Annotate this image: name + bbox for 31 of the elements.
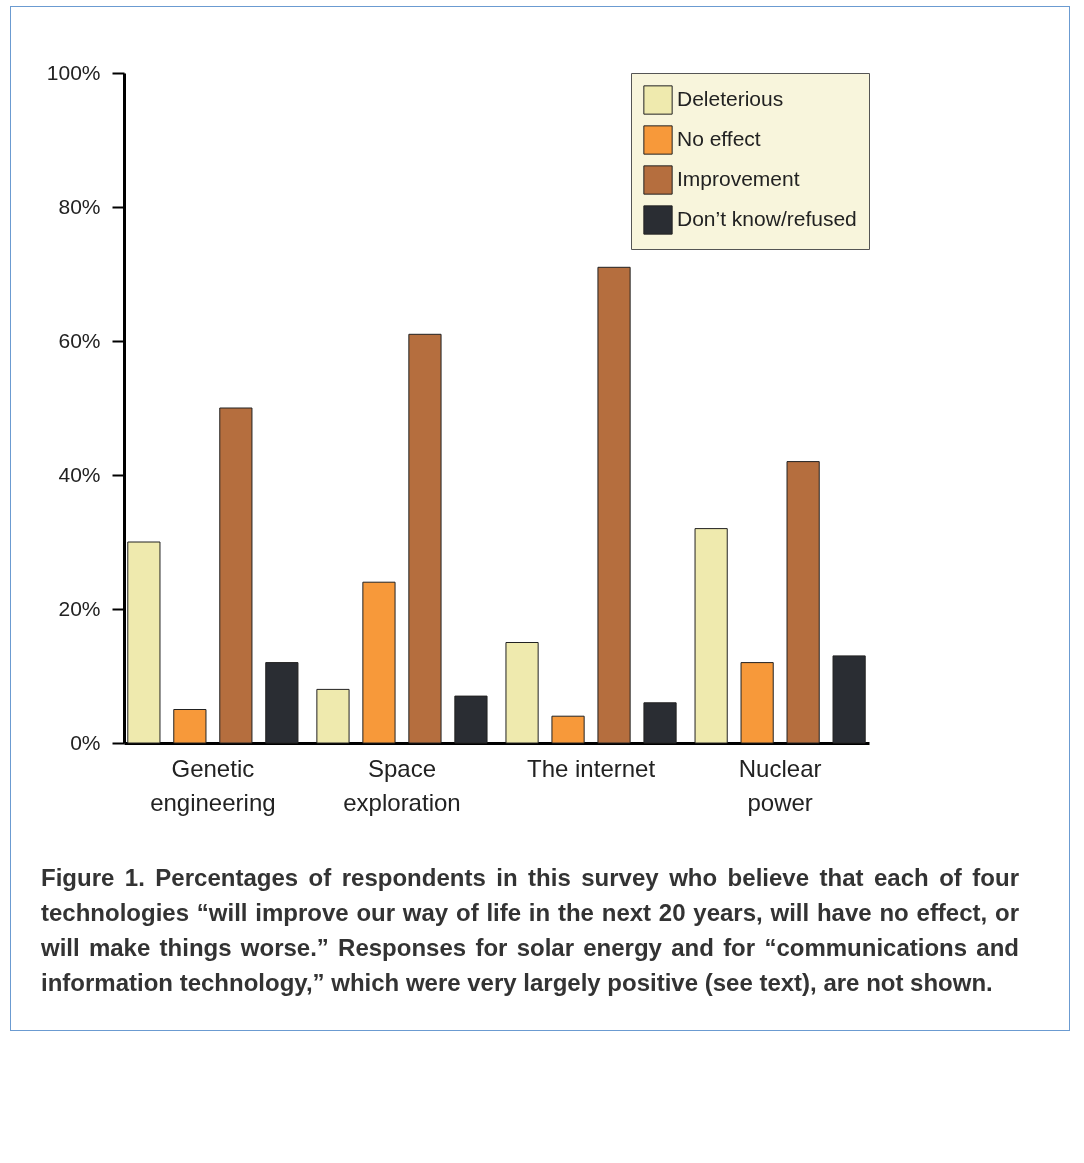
bar xyxy=(694,528,728,744)
y-tick-label: 40% xyxy=(58,462,101,486)
y-tick-label: 100% xyxy=(46,60,101,84)
y-tick-label: 60% xyxy=(58,328,101,352)
caption: Figure 1. Percentages of respondents in this survey who believe that each of four technologies “will improve our way of life in the next 20 years, will have no effect, or will make things worse.” Responses for solar energy and for “communications and information technology,” which were very largely positive (see text), are not shown. xyxy=(41,863,1019,998)
bar xyxy=(316,688,350,744)
bar xyxy=(362,581,396,744)
bar xyxy=(408,333,442,744)
bar xyxy=(505,642,539,744)
x-tick-label: The internet xyxy=(527,754,656,782)
y-tick-label: 80% xyxy=(58,194,101,218)
bar xyxy=(219,407,253,744)
x-tick-label: Nuclear power xyxy=(738,754,822,816)
bar xyxy=(740,662,774,744)
legend-label: Don’t know/refused xyxy=(677,207,857,230)
x-tick-label: Genetic engineering xyxy=(150,754,276,816)
bar xyxy=(551,715,585,744)
y-tick-label: 0% xyxy=(70,730,101,754)
bar xyxy=(832,655,866,744)
bar xyxy=(643,702,677,744)
legend-label: No effect xyxy=(677,127,761,150)
y-tick-label: 20% xyxy=(58,596,101,620)
legend-label: Deleterious xyxy=(677,87,784,110)
legend-label: Improvement xyxy=(677,167,800,190)
bar xyxy=(786,461,820,744)
bar xyxy=(265,662,299,744)
bar xyxy=(173,709,207,744)
bar xyxy=(597,266,631,744)
bar xyxy=(454,695,488,744)
x-tick-label: Space exploration xyxy=(343,754,461,816)
bar xyxy=(127,541,161,744)
